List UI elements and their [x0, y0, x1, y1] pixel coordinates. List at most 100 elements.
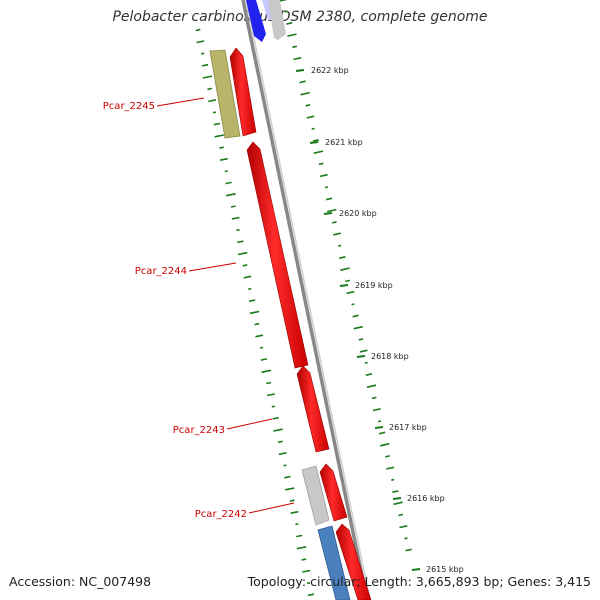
- scale-tick-label: 2618 kbp: [371, 352, 409, 361]
- gc-track-dash: [319, 173, 328, 178]
- scale-tick-label: 2622 kbp: [311, 66, 349, 75]
- gc-track-dash: [299, 80, 306, 84]
- gc-track-dash: [290, 510, 299, 514]
- gc-skew-track-outer: [280, 0, 412, 552]
- gene-feature-top-gray: [268, 0, 286, 40]
- gc-skew-track-inner: [195, 28, 315, 597]
- gc-track-dash: [280, 0, 288, 2]
- gc-track-dash: [391, 478, 395, 481]
- accession-label: Accession: NC_007498: [9, 574, 152, 589]
- gc-track-dash: [266, 381, 272, 385]
- gc-track-dash: [231, 216, 240, 220]
- scale-tick-label: 2617 kbp: [389, 423, 427, 432]
- gene-feature-forward-lower: [335, 523, 372, 600]
- gc-track-dash: [331, 221, 337, 224]
- gc-track-dash: [324, 186, 329, 189]
- gc-track-dash: [307, 593, 315, 597]
- gene-feature-gray-2242: [301, 465, 330, 526]
- gc-track-dash: [318, 162, 324, 166]
- gc-track-dash: [207, 87, 213, 91]
- gc-track-dash: [300, 91, 310, 96]
- gene-feature-pcar-2243: [296, 365, 330, 453]
- gc-track-dash: [385, 455, 390, 458]
- gc-track-dash: [339, 256, 346, 259]
- gc-track-dash: [208, 99, 217, 103]
- gc-track-dash: [364, 361, 368, 364]
- gc-track-dash: [352, 314, 359, 318]
- gc-track-dash: [243, 275, 252, 279]
- scale-tick: 2619 kbp: [339, 281, 393, 290]
- gc-track-dash: [285, 487, 295, 491]
- gene-feature-pcar-2245-forward: [229, 47, 257, 137]
- gene-label-group: Pcar_2242: [195, 502, 295, 520]
- gc-track-dash: [286, 21, 293, 25]
- gc-track-dash: [333, 232, 341, 236]
- gc-track-dash: [325, 197, 333, 201]
- scale-tick: 2616 kbp: [392, 494, 445, 503]
- gc-track-dash: [306, 115, 315, 119]
- gc-track-dash: [301, 558, 307, 561]
- gene-feature-pcar-2245: [209, 49, 241, 139]
- scale-tick-label: 2620 kbp: [339, 209, 377, 218]
- gc-track-dash: [278, 452, 287, 456]
- gene-label: Pcar_2243: [173, 425, 225, 436]
- gc-track-dash: [312, 139, 319, 142]
- gc-track-dash: [378, 431, 386, 435]
- gc-track-dash: [313, 150, 324, 154]
- genome-backbone: [241, 0, 369, 600]
- gene-feature-pcar-2242: [319, 463, 348, 522]
- gc-track-dash: [266, 393, 275, 397]
- scale-tick: 2620 kbp: [323, 209, 377, 218]
- scale-tick: 2617 kbp: [374, 423, 427, 432]
- scale-tick: 2615 kbp: [411, 565, 464, 574]
- gc-track-dash: [225, 181, 232, 185]
- gc-track-dash: [273, 428, 283, 432]
- scale-ticks: 2622 kbp 2621 kbp 2620 kbp 2619 kbp 2618…: [295, 66, 464, 574]
- gene-feature-pcar-2244: [246, 141, 309, 369]
- gene-label-group: Pcar_2245: [103, 97, 205, 112]
- gc-track-dash: [372, 408, 381, 412]
- gc-track-dash: [371, 396, 377, 400]
- gc-track-dash: [380, 442, 390, 447]
- scale-tick: 2618 kbp: [356, 352, 409, 361]
- gene-label-group: Pcar_2243: [173, 418, 273, 436]
- gc-track-dash: [296, 534, 303, 538]
- gc-track-dash: [230, 205, 236, 208]
- scale-tick: 2622 kbp: [295, 66, 349, 75]
- gc-track-dash: [296, 546, 307, 550]
- gene-label: Pcar_2242: [195, 509, 247, 520]
- gc-track-dash: [399, 525, 408, 529]
- gc-track-dash: [224, 170, 228, 173]
- gc-track-dash: [295, 523, 299, 526]
- map-title: Pelobacter carbinolicus DSM 2380, comple…: [112, 9, 488, 25]
- scale-tick-label: 2615 kbp: [426, 565, 464, 574]
- gc-track-dash: [212, 111, 217, 114]
- scale-tick-label: 2621 kbp: [325, 138, 363, 147]
- gc-track-dash: [259, 346, 264, 349]
- gc-track-dash: [293, 56, 302, 61]
- genome-stats: Topology: circular; Length: 3,665,893 bp…: [247, 574, 591, 589]
- gc-track-dash: [311, 127, 315, 130]
- gc-track-dash: [214, 134, 224, 138]
- gc-track-dash: [201, 52, 205, 55]
- gc-track-dash: [405, 548, 412, 552]
- gc-track-dash: [255, 334, 264, 338]
- gc-track-dash: [377, 420, 382, 423]
- gc-track-dash: [226, 193, 236, 197]
- gc-track-dash: [351, 303, 355, 306]
- gc-track-dash: [195, 28, 201, 32]
- gc-track-dash: [242, 264, 248, 267]
- gc-track-dash: [392, 490, 399, 493]
- gc-track-dash: [261, 369, 272, 373]
- gene-labels: Pcar_2245 Pcar_2244 Pcar_2243 Pcar_2242: [103, 97, 295, 520]
- gc-track-dash: [236, 228, 240, 232]
- gc-track-dash: [283, 464, 287, 467]
- scale-tick-label: 2619 kbp: [355, 281, 393, 290]
- gc-track-dash: [284, 475, 291, 479]
- gc-track-dash: [292, 45, 298, 49]
- gc-track-dash: [287, 33, 297, 37]
- gc-track-dash: [365, 373, 373, 376]
- gene-feature-blue-lower: [317, 525, 351, 600]
- gc-track-dash: [237, 251, 248, 256]
